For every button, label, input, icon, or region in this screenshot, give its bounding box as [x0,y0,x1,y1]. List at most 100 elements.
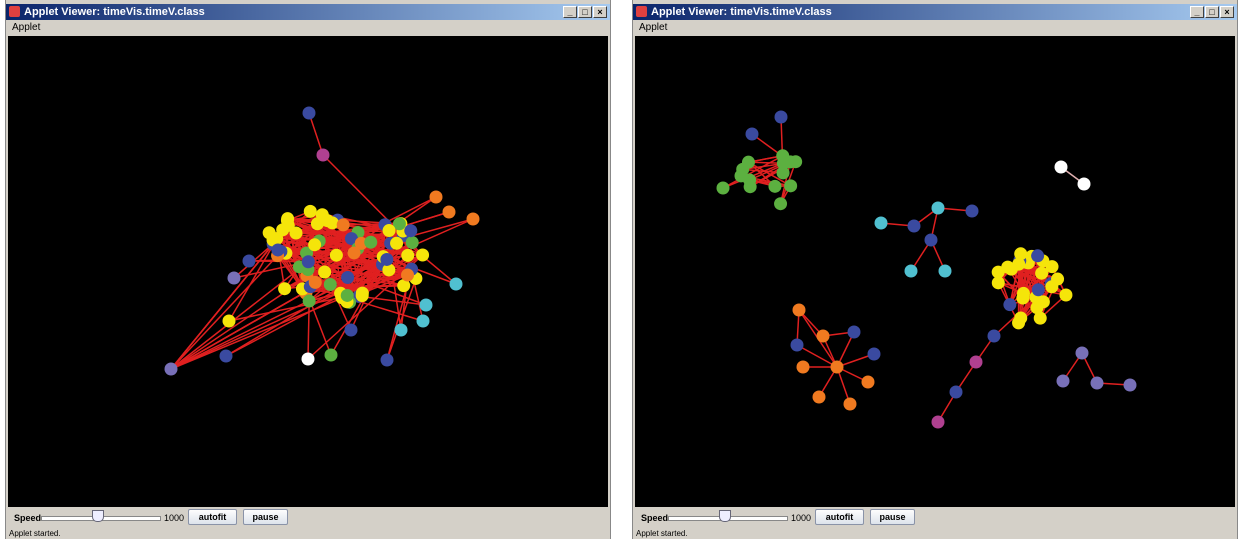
node [405,235,419,249]
node [716,181,730,195]
menu-item[interactable]: Applet [639,22,668,33]
edge [225,269,390,357]
node [392,217,406,231]
edge [796,344,838,368]
node [278,282,292,296]
node [289,226,303,240]
node [341,271,355,285]
node [789,155,803,169]
edge [329,284,352,331]
node [271,243,285,257]
node [904,264,918,278]
speed-value: 1000 [164,513,185,523]
edge [722,155,784,189]
node [242,254,256,268]
node [419,298,433,312]
maximize-button[interactable]: □ [578,6,592,18]
node [227,271,241,285]
node [741,155,755,169]
node [355,289,369,303]
node [344,232,358,246]
node [1003,298,1017,312]
node [404,224,418,238]
node [843,397,857,411]
node [1077,177,1091,191]
title-bar: Applet Viewer: timeVis.timeV.class _ □ × [6,4,610,20]
node [931,201,945,215]
node [924,233,938,247]
edge [307,196,437,263]
node [416,314,430,328]
node [308,275,322,289]
node [329,248,343,262]
close-button[interactable]: × [1220,6,1234,18]
speed-label: Speed [641,513,669,523]
node [382,263,396,277]
node [401,248,415,262]
node [442,205,456,219]
autofit-button[interactable]: autofit [815,509,864,525]
node [1123,378,1137,392]
node [382,224,396,238]
node [743,173,757,187]
node [796,360,810,374]
node [316,148,330,162]
maximize-button[interactable]: □ [1205,6,1219,18]
applet-window: Applet Viewer: timeVis.timeV.class _ □ × App… [5,0,611,539]
pause-button[interactable]: pause [870,509,915,525]
node [1051,272,1065,286]
node [792,303,806,317]
edge [276,238,363,297]
node [318,265,332,279]
app-icon [9,6,20,17]
node [1031,249,1045,263]
node [1035,266,1049,280]
node [390,236,404,250]
node [449,277,463,291]
minimize-button[interactable]: _ [563,6,577,18]
node [987,329,1001,343]
edge [308,112,324,156]
node [380,252,394,266]
node [816,329,830,343]
node [364,235,378,249]
node [991,265,1005,279]
node [774,110,788,124]
node [302,106,316,120]
status-text: Applet started. [9,529,61,538]
node [1016,286,1030,300]
node [354,236,368,250]
node [1014,311,1028,325]
node [874,216,888,230]
autofit-button[interactable]: autofit [188,509,237,525]
node [324,348,338,362]
node [1054,160,1068,174]
speed-slider-thumb[interactable] [92,510,104,522]
node [344,323,358,337]
node [380,353,394,367]
node [219,349,233,363]
minimize-button[interactable]: _ [1190,6,1204,18]
edge [287,219,457,285]
node [416,248,430,262]
pause-button[interactable]: pause [243,509,288,525]
node [1075,346,1089,360]
close-button[interactable]: × [593,6,607,18]
node [830,360,844,374]
node [429,190,443,204]
node [325,216,339,230]
node [991,276,1005,290]
node [867,347,881,361]
edge [836,353,875,368]
menu-item[interactable]: Applet [12,22,41,33]
node [949,385,963,399]
edge [170,224,289,370]
graph [164,106,480,376]
node [768,179,782,193]
node [776,166,790,180]
speed-slider-thumb[interactable] [719,510,731,522]
node [466,212,480,226]
node [776,149,790,163]
node [907,219,921,233]
